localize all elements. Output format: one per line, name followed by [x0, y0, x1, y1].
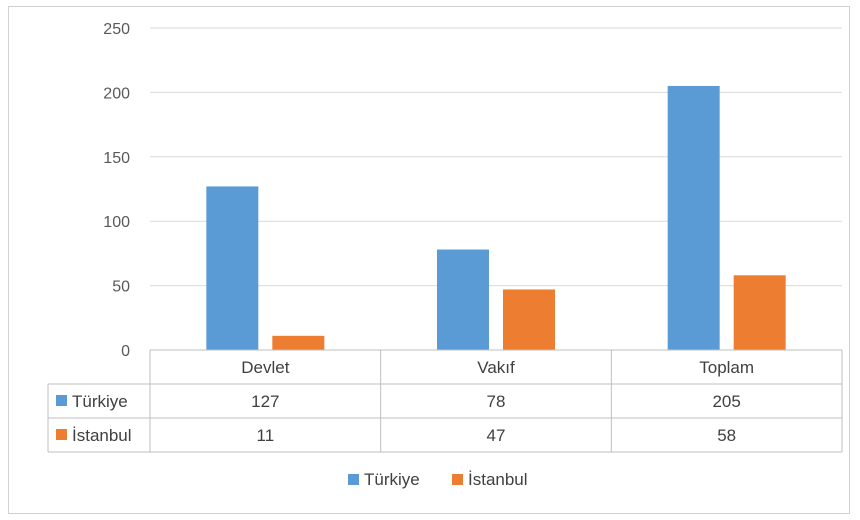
table-cell: 58 — [717, 426, 736, 445]
row-legend-key — [56, 395, 67, 406]
grid-lines — [150, 27, 842, 287]
legend-label: Türkiye — [364, 470, 420, 489]
row-legend-key — [56, 429, 67, 440]
table-cell: 11 — [257, 426, 275, 445]
legend: Türkiye İstanbul — [348, 470, 528, 489]
legend-swatch — [452, 474, 463, 485]
category-label: Toplam — [699, 358, 754, 377]
row-label: İstanbul — [72, 426, 132, 445]
table-cell: 127 — [251, 392, 279, 411]
category-label: Vakıf — [477, 358, 515, 377]
table-cell: 47 — [487, 426, 506, 445]
row-label: Türkiye — [72, 392, 128, 411]
bar-turkiye-0 — [206, 186, 259, 350]
legend-swatch — [348, 474, 359, 485]
y-tick-label: 200 — [103, 85, 130, 102]
bar-istanbul-0 — [272, 335, 325, 350]
bars — [206, 85, 786, 351]
data-table: Devlet Vakıf Toplam Türkiye 127 78 205 İstanbul… — [47, 349, 843, 453]
bar-turkiye-1 — [437, 249, 489, 350]
y-tick-label: 100 — [103, 214, 130, 231]
legend-label: İstanbul — [468, 470, 528, 489]
y-tick-label: 150 — [103, 150, 130, 167]
y-axis-ticks: 0 50 100 150 200 250 — [103, 21, 130, 360]
y-tick-label: 50 — [112, 279, 130, 296]
y-tick-label: 0 — [121, 343, 130, 360]
bar-istanbul-2 — [733, 275, 786, 350]
table-cell: 78 — [487, 392, 506, 411]
bar-turkiye-2 — [667, 85, 720, 351]
category-label: Devlet — [241, 358, 289, 377]
y-tick-label: 250 — [103, 21, 130, 38]
table-cell: 205 — [712, 392, 740, 411]
bar-istanbul-1 — [503, 289, 555, 350]
